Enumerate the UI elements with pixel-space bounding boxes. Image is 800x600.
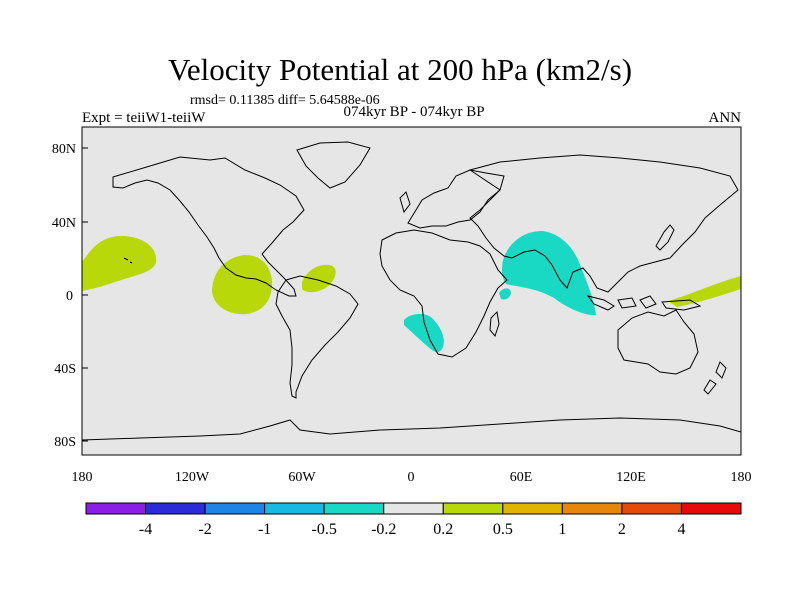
colorbar-label-9: 4 [677,521,685,538]
colorbar-box-9 [621,502,682,515]
coast-hawaii [123,257,133,264]
stats-line: rmsd= 0.11385 diff= 5.64588e-06 [190,93,380,108]
colorbar-label-2: -1 [258,521,271,538]
colorbar-labels: -4 -2 -1 -0.5 -0.2 0.2 0.5 1 2 4 [139,521,686,538]
colorbar-box-6 [442,502,504,515]
period-label-wrap: 074kyr BP - 074kyr BP [0,104,800,121]
coast-new-zealand [703,361,727,395]
colorbar-box-2 [204,502,266,515]
coast-indonesia [586,295,702,311]
coast-europe [407,169,505,229]
lon-label-120e: 120E [616,470,646,485]
lat-label-80s: 80S [54,435,76,450]
coast-africa [379,229,508,358]
lon-label-180e: 180 [731,470,752,485]
colorbar-label-1: -2 [198,521,211,538]
map-background [82,127,741,455]
coast-australia [617,309,699,375]
colorbar [85,502,742,515]
lat-label-80n: 80N [52,142,76,157]
longitude-axis: 180 120W 60W 0 60E 120E 180 [72,470,752,485]
experiment-label: Expt = teiiW1-teiiW [82,110,206,126]
colorbar-box-7 [502,502,563,515]
region-northern-south-america [302,264,336,293]
colorbar-box-8 [561,502,623,515]
colorbar-label-3: -0.5 [312,521,337,538]
colorbar-box-0 [85,502,147,515]
lon-label-180w: 180 [72,470,93,485]
colorbar-label-8: 2 [618,521,626,538]
coastlines [82,141,741,441]
coast-north-america [112,156,305,297]
lon-label-60e: 60E [510,470,533,485]
colorbar-box-3 [264,502,325,515]
coast-antarctica [82,417,741,441]
coast-british-isles [399,191,411,214]
lon-label-120w: 120W [175,470,210,485]
coast-japan [655,224,675,251]
page-title: Velocity Potential at 200 hPa (km2/s) [167,52,633,87]
lat-label-0: 0 [66,289,73,304]
colorbar-label-5: 0.2 [433,521,453,538]
region-western-pacific [668,276,741,307]
colorbar-box-4 [323,502,385,515]
region-central-north-pacific [82,235,157,291]
colorbar-label-0: -4 [139,521,152,538]
coast-greenland [296,141,371,189]
lon-label-60w: 60W [288,470,316,485]
coast-south-america [275,275,359,399]
season-label: ANN [708,110,742,126]
lat-label-40n: 40N [52,216,76,231]
region-southern-africa [404,314,444,353]
colorbar-label-7: 1 [558,521,566,538]
period-label: 074kyr BP - 074kyr BP [343,104,485,120]
latitude-axis: 80N 40N 0 40S 80S [52,142,88,450]
region-horn-of-africa [499,288,511,300]
colorbar-label-4: -0.2 [371,521,396,538]
positive-anomaly-shading [82,235,741,315]
coast-madagascar [489,310,500,338]
colorbar-box-5 [383,502,444,515]
colorbar-box-10 [680,502,742,515]
map-frame [81,126,742,456]
colorbar-label-6: 0.5 [493,521,513,538]
region-central-america [212,254,272,315]
lat-label-40s: 40S [54,362,76,377]
coast-asia [468,154,739,293]
lon-label-0: 0 [408,470,415,485]
colorbar-box-1 [145,502,206,515]
